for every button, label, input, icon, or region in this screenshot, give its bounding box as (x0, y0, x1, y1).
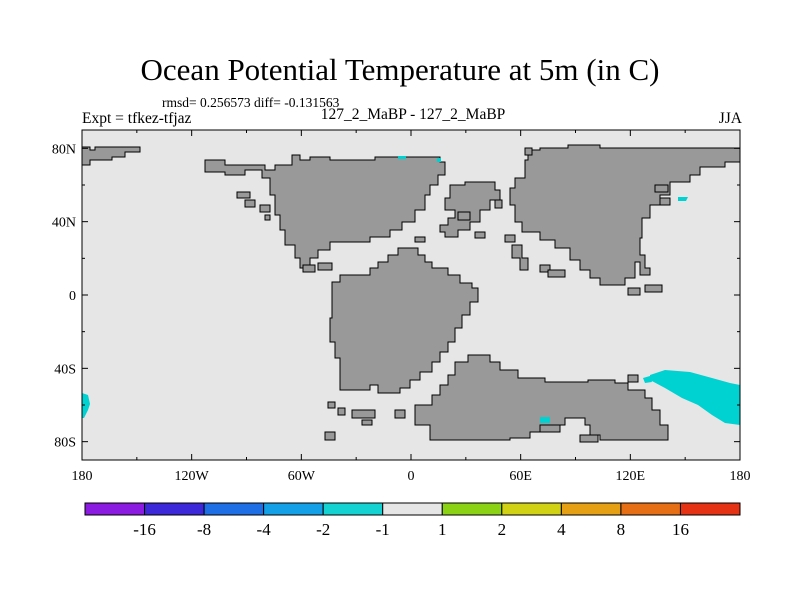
stats-label: rmsd= 0.256573 diff= -0.131563 (162, 95, 340, 110)
x-tick-label: 180 (730, 469, 751, 484)
anomaly-patch-small-1 (643, 376, 652, 383)
colorbar-box (322, 502, 384, 516)
land-island-3 (259, 204, 271, 213)
land-masses (81, 144, 741, 443)
colorbar-label: -16 (133, 520, 156, 539)
case-label: 127_2_MaBP - 127_2_MaBP (320, 106, 506, 123)
anomaly-patch-small-5 (437, 158, 441, 162)
land-island-1 (236, 191, 251, 199)
colorbar-label: -1 (376, 520, 390, 539)
land-island-25 (394, 409, 406, 419)
land-island-8 (474, 231, 486, 239)
x-tick-label: 60W (288, 469, 316, 484)
land-island-10 (504, 234, 516, 243)
land-island-11 (511, 244, 529, 271)
x-tick-label: 60E (509, 469, 532, 484)
anomaly-patch-south-east (650, 370, 740, 425)
anomaly-patch-small-4 (398, 156, 406, 159)
y-tick-label: 40N (52, 216, 76, 231)
anomaly-patches (82, 156, 740, 425)
land-europe (439, 181, 501, 238)
land-island-6 (317, 262, 333, 271)
colorbar-label: -4 (257, 520, 272, 539)
colorbar-label: 2 (498, 520, 507, 539)
land-island-5 (302, 264, 316, 273)
colorbar-box (501, 502, 562, 516)
land-asia (509, 144, 741, 286)
colorbar-label: 8 (617, 520, 626, 539)
x-tick-label: 120W (175, 469, 210, 484)
colorbar-label: 16 (672, 520, 689, 539)
anomaly-patch-small-3 (540, 417, 550, 423)
land-island-16 (654, 184, 669, 193)
colorbar-box (620, 502, 681, 516)
colorbar-label: -8 (197, 520, 211, 539)
land-north-west (81, 146, 141, 166)
land-island-26 (627, 374, 639, 383)
land-south-central (329, 247, 479, 394)
x-tick-label: 120E (616, 469, 646, 484)
land-island-21 (337, 407, 346, 416)
land-island-19 (524, 147, 533, 156)
anomaly-patch-south-west (82, 393, 90, 418)
experiment-label: Expt = tfkez-tfjaz (82, 110, 192, 127)
land-island-23 (361, 419, 373, 426)
y-tick-label: 80N (52, 142, 76, 157)
y-tick-label: 80S (54, 436, 76, 451)
colorbar-labels: -16 -8 -4 -2 -1 1 2 4 8 16 (133, 520, 689, 539)
land-island-2 (244, 199, 256, 208)
land-island-14 (627, 287, 641, 296)
colorbar-box (84, 502, 146, 516)
colorbar-box (560, 502, 622, 516)
axis-ticks (81, 130, 741, 460)
season-label: JJA (718, 110, 742, 127)
land-south-antarctic (414, 354, 669, 441)
land-island-13 (547, 269, 566, 278)
y-tick-label: 40S (54, 362, 76, 377)
land-island-27 (579, 434, 599, 443)
land-island-4 (264, 214, 271, 221)
land-island-7 (414, 236, 426, 243)
land-north-america (204, 154, 446, 269)
land-island-17 (659, 197, 671, 206)
land-island-20 (327, 401, 336, 409)
x-tick-label: 180 (72, 469, 93, 484)
land-island-28 (539, 424, 561, 433)
colorbar-box (382, 502, 443, 516)
anomaly-patch-small-2 (678, 197, 688, 201)
land-island-24 (324, 431, 336, 441)
colorbar-box (679, 502, 741, 516)
land-island-9 (457, 211, 471, 221)
land-island-22 (351, 409, 376, 419)
axis-tick-labels: 180 120W 60W 0 60E 120E 180 80N 40N 0 40S 80S (52, 142, 751, 484)
map-title: Ocean Potential Temperature at 5m (in C) (140, 52, 660, 87)
colorbar-label: 1 (438, 520, 447, 539)
colorbar-box (144, 502, 205, 516)
colorbar-box (441, 502, 503, 516)
colorbar (84, 502, 741, 516)
colorbar-label: -2 (316, 520, 330, 539)
colorbar-box (263, 502, 324, 516)
land-island-18 (494, 199, 503, 209)
colorbar-box (203, 502, 265, 516)
land-island-15 (644, 284, 663, 293)
y-tick-label: 0 (69, 289, 76, 304)
x-tick-label: 0 (408, 469, 415, 484)
colorbar-label: 4 (557, 520, 566, 539)
